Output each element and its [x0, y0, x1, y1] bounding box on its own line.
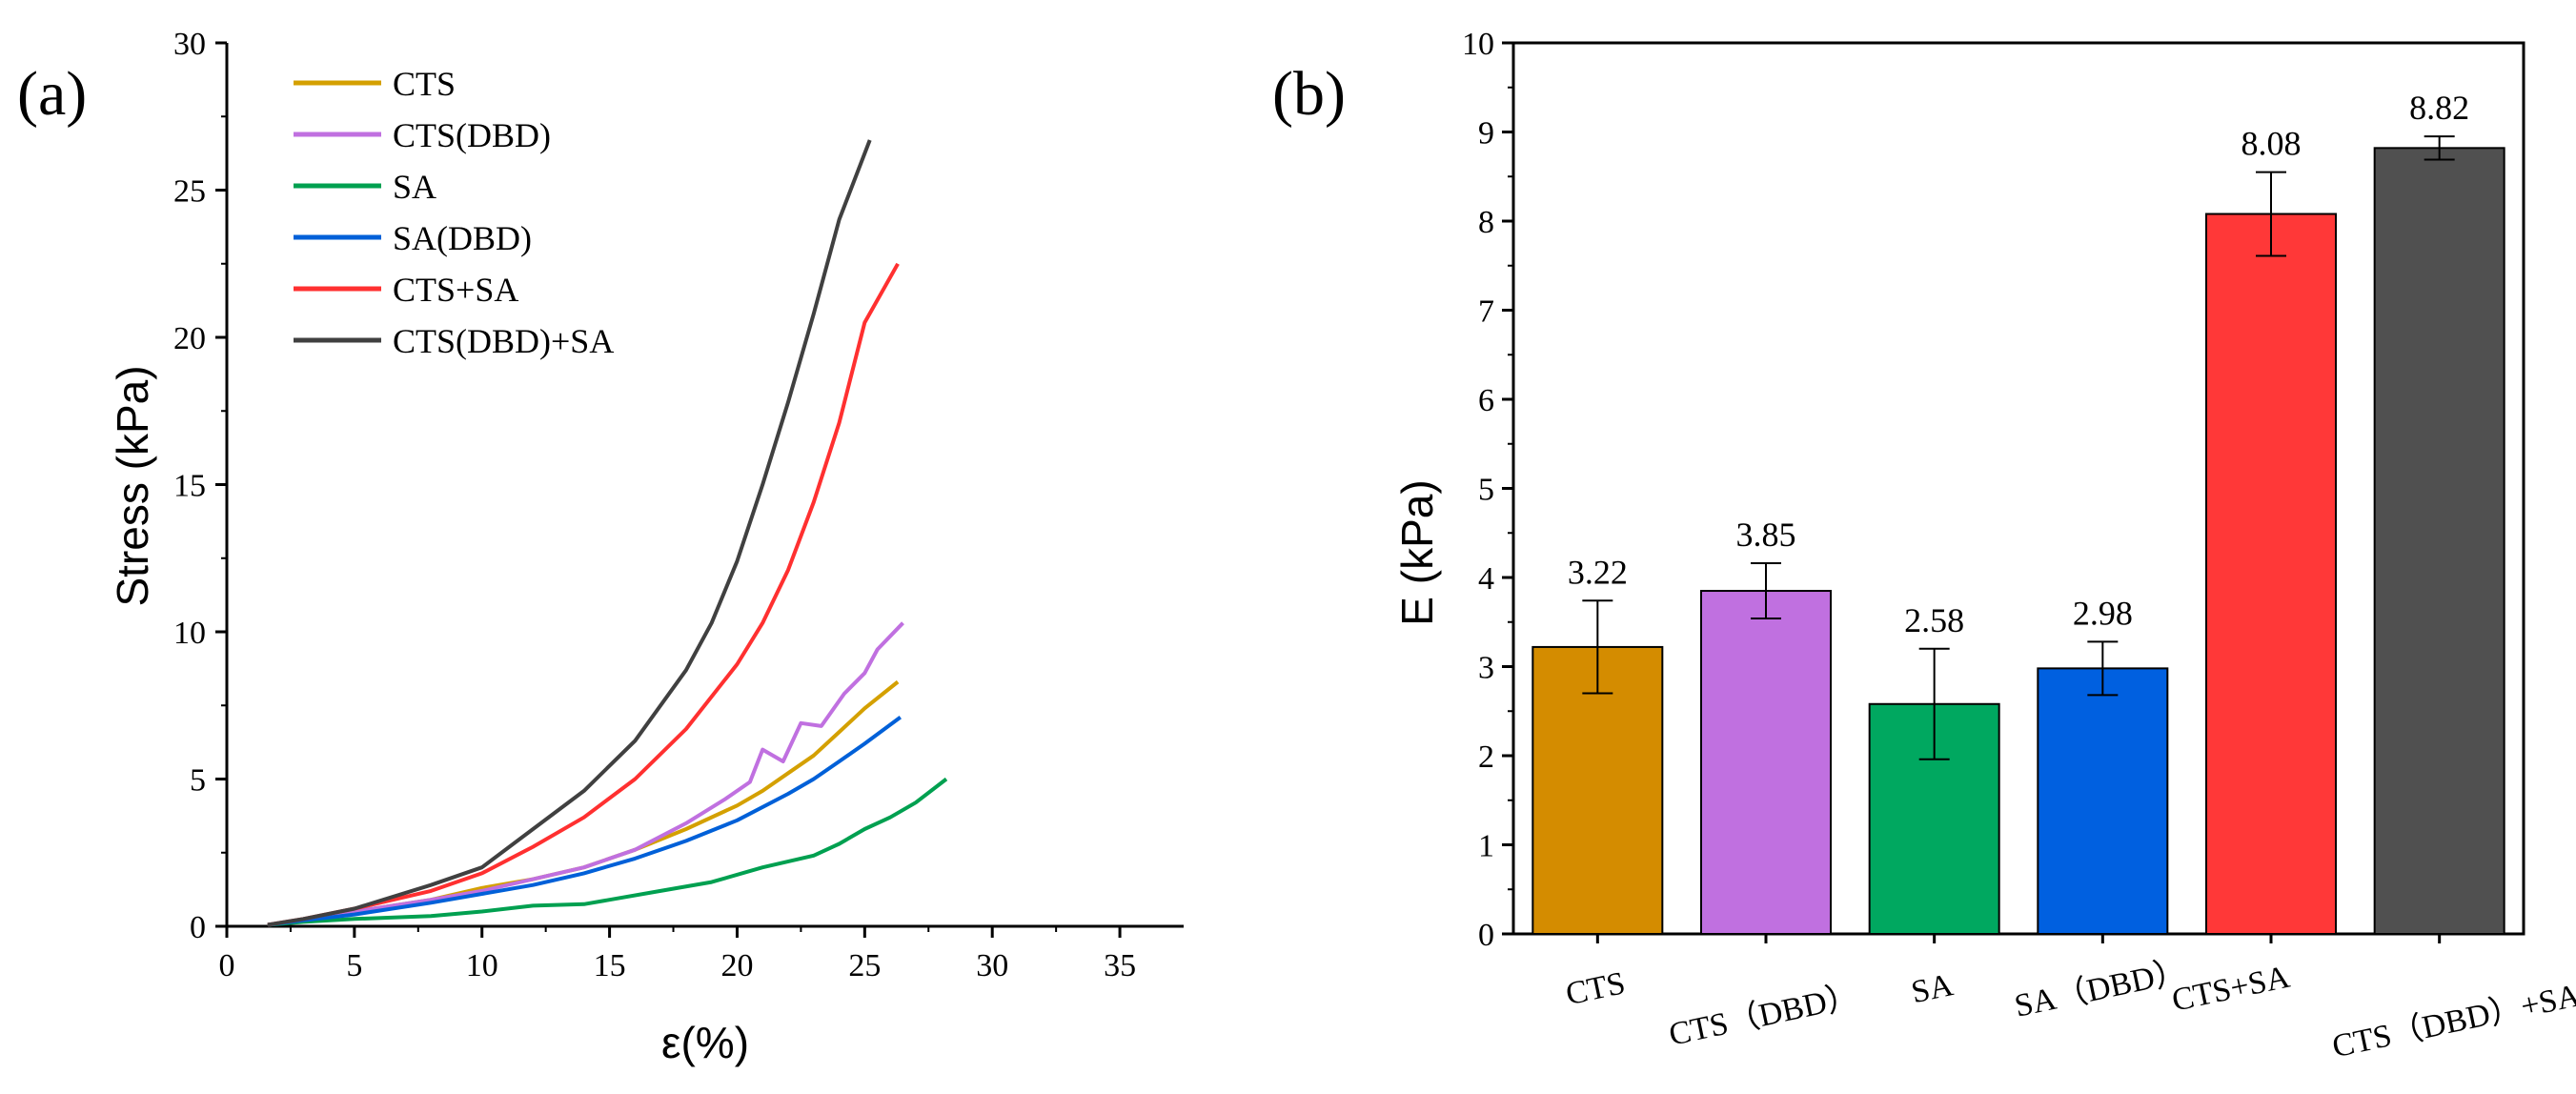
panel-a-y-tick-label: 5	[190, 763, 206, 799]
panel-b-y-tick-label: 6	[1478, 383, 1494, 418]
series-line-cts-dbd-sa	[267, 139, 872, 927]
panel-a-y-tick-label: 30	[173, 27, 206, 62]
category-label: SA	[1908, 967, 1957, 1010]
bar	[2205, 213, 2337, 935]
panel-a-axes: 0 5 10 15 20 25 30 35 0 5 10 15 20 25 30	[173, 27, 1184, 983]
panel-b-y-tick-label: 1	[1478, 829, 1494, 864]
panel-b-y-tick-label: 8	[1478, 205, 1494, 240]
bar-value-label: 2.98	[2073, 594, 2133, 632]
bar-value-label: 3.85	[1736, 516, 1796, 554]
bar-value-label: 8.08	[2241, 125, 2302, 163]
legend-label: SA	[393, 168, 436, 206]
category-label: CTS（DBD）+SA	[2329, 977, 2576, 1064]
series-line-cts-sa	[267, 262, 900, 927]
panel-a-legend: CTS CTS(DBD) SA SA(DBD) CTS+SA CTS(DBD)+SA	[294, 65, 614, 360]
panel-b-y-tick-label: 7	[1478, 294, 1494, 330]
panel-b-frame	[1511, 41, 2525, 936]
panel-a: (a) 0 5 10 15 20 25 30 35 0 5 10 15 20 25 30 CTS CTS(DB…	[17, 27, 1184, 1067]
panel-a-x-label: ε(%)	[661, 1018, 749, 1067]
panel-b-y-label: E (kPa)	[1392, 479, 1442, 625]
panel-a-x-tick-label: 20	[720, 948, 753, 983]
bar-value-label: 3.22	[1568, 553, 1628, 591]
panel-a-x-tick-label: 30	[976, 948, 1008, 983]
legend-label: CTS(DBD)+SA	[393, 322, 614, 360]
panel-b-y-tick-label: 10	[1462, 27, 1494, 62]
category-label: CTS（DBD）	[1666, 978, 1862, 1053]
panel-a-y-tick-label: 10	[173, 616, 206, 651]
panel-a-x-tick-label: 5	[346, 948, 362, 983]
series-line-cts	[267, 679, 900, 927]
panel-b-y-tick-label: 4	[1478, 561, 1494, 597]
panel-a-x-tick-label: 35	[1104, 948, 1136, 983]
bar	[2373, 147, 2505, 935]
legend-label: CTS	[393, 65, 456, 103]
panel-b-label: (b)	[1272, 59, 1346, 129]
bar	[1868, 702, 2000, 936]
bar-value-label: 8.82	[2409, 89, 2469, 127]
panel-b-y-tick-label: 2	[1478, 739, 1494, 775]
bar	[1531, 645, 1664, 935]
category-label: SA（DBD）	[2011, 953, 2189, 1024]
bar-value-label: 2.58	[1904, 601, 1964, 639]
panel-b-y-tick-label: 3	[1478, 651, 1494, 686]
category-label: CTS+SA	[2169, 960, 2293, 1019]
bar	[2037, 667, 2169, 935]
panel-a-y-tick-label: 15	[173, 469, 206, 504]
panel-a-y-label: Stress (kPa)	[108, 365, 157, 606]
series-line-sa-dbd-	[267, 715, 902, 927]
panel-a-x-tick-label: 15	[594, 948, 626, 983]
series-line-sa	[267, 777, 948, 927]
legend-label: CTS+SA	[393, 271, 518, 309]
panel-a-x-tick-label: 0	[219, 948, 235, 983]
panel-b-axes: 0 1 2 3 4 5 6 7 8 9 10	[1462, 27, 2525, 953]
panel-a-x-tick-label: 10	[466, 948, 498, 983]
panel-a-series	[267, 139, 948, 927]
panel-b: (b) 0 1 2 3 4 5 6 7 8 9 10 3.22 CTS 3.85 CTS（DBD） 2.58…	[1272, 27, 2576, 1064]
legend-label: SA(DBD)	[393, 219, 532, 257]
category-label: CTS	[1563, 965, 1629, 1012]
panel-b-bars: 3.22 CTS 3.85 CTS（DBD） 2.58 SA 2.98 SA（DBD） 8.08…	[1531, 89, 2576, 1064]
panel-a-y-tick-label: 20	[173, 321, 206, 356]
panel-a-label: (a)	[17, 59, 87, 129]
panel-a-y-tick-label: 25	[173, 174, 206, 210]
panel-b-y-tick-label: 0	[1478, 918, 1494, 953]
series-line-cts-dbd-	[267, 621, 904, 927]
legend-label: CTS(DBD)	[393, 116, 551, 154]
panel-b-y-tick-label: 5	[1478, 473, 1494, 508]
panel-a-x-tick-label: 25	[848, 948, 881, 983]
panel-a-y-tick-label: 0	[190, 910, 206, 945]
panel-b-y-tick-label: 9	[1478, 116, 1494, 152]
bar	[1700, 590, 1832, 936]
